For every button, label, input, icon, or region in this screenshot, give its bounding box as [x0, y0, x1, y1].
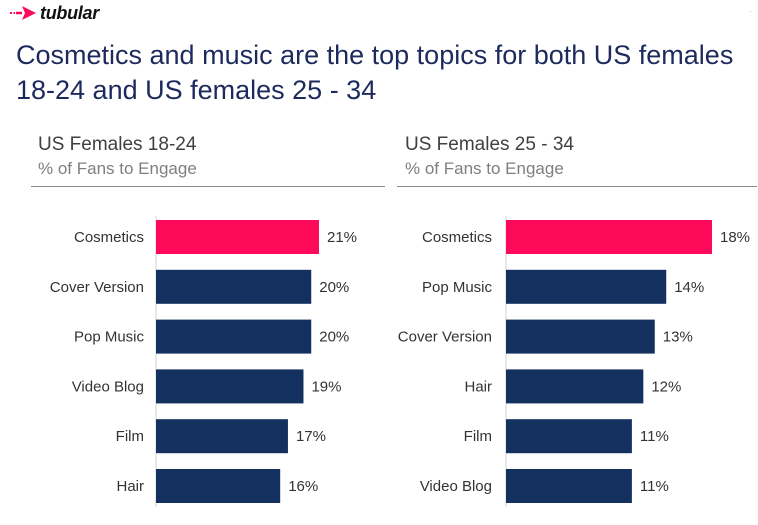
- data-label: 16%: [288, 478, 318, 495]
- chart-panel-females-18-24: US Females 18-24 % of Fans to Engage Cos…: [0, 128, 385, 523]
- page-title: Cosmetics and music are the top topics f…: [16, 40, 734, 105]
- bar-film: [506, 419, 632, 454]
- data-label: 13%: [663, 329, 693, 346]
- brand-logo: tubular: [10, 2, 99, 24]
- data-label: 14%: [674, 279, 704, 296]
- bar-cosmetics: [156, 220, 319, 254]
- category-label: Hair: [464, 378, 492, 395]
- bar-film: [156, 419, 288, 454]
- category-label: Cover Version: [398, 329, 492, 346]
- category-label: Cosmetics: [74, 229, 144, 246]
- bar-cover-version: [506, 319, 655, 354]
- corner-mark: ·: [749, 6, 752, 16]
- chart-title: US Females 25 - 34: [405, 134, 574, 155]
- chart-title: US Females 18-24: [38, 134, 197, 155]
- bar-pop-music: [506, 269, 667, 304]
- chart-panel-females-25-34: US Females 25 - 34 % of Fans to Engage C…: [378, 128, 757, 523]
- category-label: Cover Version: [50, 279, 144, 296]
- data-label: 19%: [311, 378, 341, 395]
- bar-pop-music: [156, 319, 312, 354]
- data-label: 12%: [651, 378, 681, 395]
- chart-subtitle: % of Fans to Engage: [38, 159, 197, 178]
- category-label: Hair: [116, 478, 144, 495]
- chart-subtitle: % of Fans to Engage: [405, 159, 564, 178]
- bar-cosmetics: [506, 220, 712, 254]
- bar-cover-version: [156, 269, 312, 304]
- category-label: Video Blog: [420, 478, 492, 495]
- data-label: 18%: [720, 229, 750, 246]
- category-label: Cosmetics: [422, 229, 492, 246]
- bar-hair: [156, 469, 281, 503]
- bar-video-blog: [156, 369, 304, 404]
- category-label: Film: [464, 428, 492, 445]
- category-label: Film: [116, 428, 144, 445]
- bar-chart-females-18-24: Cosmetics 21% Cover Version 20% Pop Music 20%…: [50, 216, 357, 507]
- data-label: 11%: [640, 428, 669, 445]
- title-divider: [31, 186, 385, 187]
- arrow-logo-icon: [10, 6, 36, 20]
- category-label: Pop Music: [74, 329, 145, 346]
- data-label: 20%: [319, 279, 349, 296]
- data-label: 20%: [319, 329, 349, 346]
- brand-name: tubular: [40, 2, 99, 23]
- title-divider: [397, 186, 757, 187]
- bar-hair: [506, 369, 644, 404]
- data-label: 11%: [640, 478, 669, 495]
- category-label: Pop Music: [422, 279, 493, 296]
- data-label: 21%: [327, 229, 357, 246]
- data-label: 17%: [296, 428, 326, 445]
- bar-chart-females-25-34: Cosmetics 18% Pop Music 14% Cover Version 13%…: [398, 216, 750, 507]
- bar-video-blog: [506, 469, 632, 503]
- category-label: Video Blog: [72, 378, 144, 395]
